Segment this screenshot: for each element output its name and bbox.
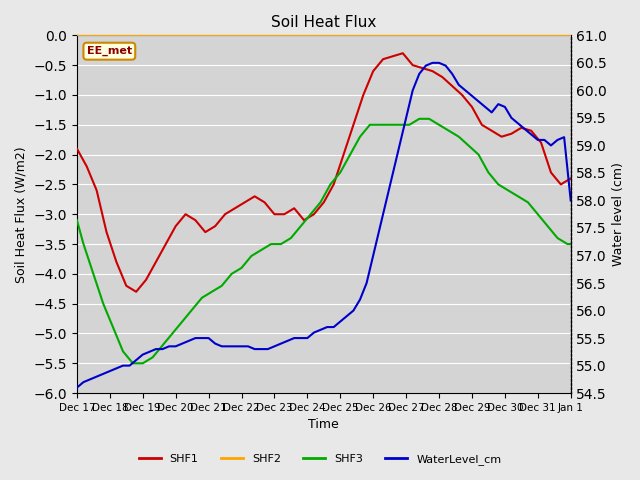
Title: Soil Heat Flux: Soil Heat Flux <box>271 15 376 30</box>
Y-axis label: Water level (cm): Water level (cm) <box>612 162 625 266</box>
Legend: SHF1, SHF2, SHF3, WaterLevel_cm: SHF1, SHF2, SHF3, WaterLevel_cm <box>134 450 506 469</box>
Y-axis label: Soil Heat Flux (W/m2): Soil Heat Flux (W/m2) <box>15 146 28 283</box>
Text: EE_met: EE_met <box>87 46 132 56</box>
X-axis label: Time: Time <box>308 419 339 432</box>
